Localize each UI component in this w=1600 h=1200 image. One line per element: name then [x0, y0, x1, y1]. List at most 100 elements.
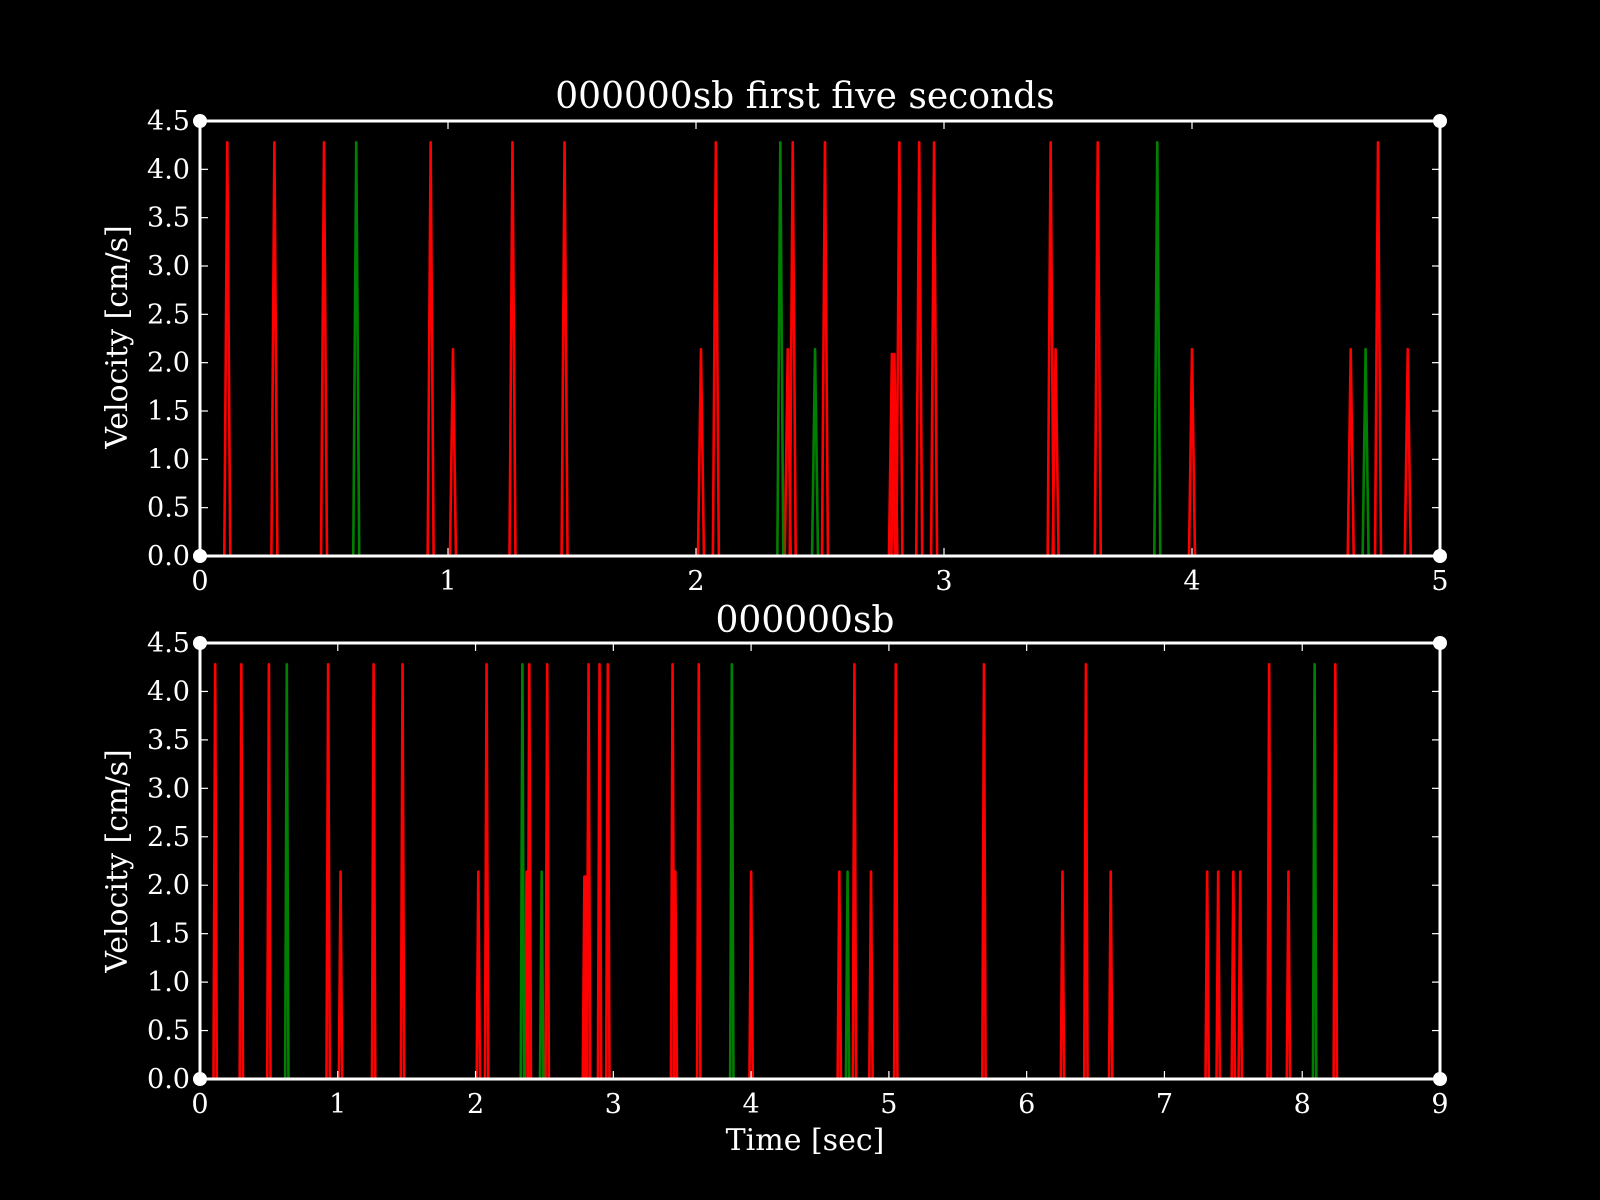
top-red-spike: [929, 140, 939, 557]
bottom-green-spike: [519, 663, 526, 1080]
top-green-spike: [810, 347, 820, 557]
top-y-tick-label: 3.0: [147, 251, 190, 282]
bottom-x-tick-label: 8: [1294, 1089, 1311, 1120]
bottom-x-axis-label: Time [sec]: [726, 1123, 885, 1158]
top-red-spike: [1051, 347, 1060, 557]
bottom-red-spike: [475, 870, 482, 1080]
bottom-red-spike: [399, 663, 406, 1080]
bottom-plot-area: 0.0 0.5 1.0 1.5 2.0 2.5 3.0 3.5 4.0 4.5 0 1 2 3 4 5 6 7 8 9: [147, 628, 1449, 1120]
top-x-tick-label: 2: [687, 566, 704, 597]
top-red-spike: [1346, 347, 1355, 557]
top-red-spike: [448, 347, 458, 557]
top-red-spike: [820, 140, 830, 557]
bottom-green-spike: [283, 663, 290, 1080]
bottom-red-spike: [1215, 870, 1222, 1080]
bottom-x-tick-label: 7: [1156, 1089, 1173, 1120]
bottom-y-tick-label: 2.5: [147, 822, 190, 853]
top-red-spike: [1373, 140, 1383, 557]
top-red-spike: [270, 140, 279, 557]
top-red-spike: [887, 352, 897, 557]
bottom-chart-title: 000000sb: [716, 600, 895, 641]
bottom-red-spike: [1230, 870, 1237, 1080]
top-y-tick-label: 0.0: [147, 541, 190, 572]
bottom-green-spike: [538, 870, 545, 1080]
bottom-red-spike: [748, 870, 755, 1080]
bottom-x-tick-label: 2: [467, 1089, 484, 1120]
top-y-axis-label: Velocity [cm/s]: [100, 225, 135, 449]
top-red-spike: [1187, 347, 1197, 557]
top-y-tick-label: 0.5: [147, 493, 190, 524]
top-y-tick-label: 4.5: [147, 106, 190, 137]
bottom-green-spike: [1311, 663, 1318, 1080]
top-red-spike: [508, 140, 517, 557]
bottom-red-spike: [1059, 870, 1066, 1080]
top-plot-area: 0.0 0.5 1.0 1.5 2.0 2.5 3.0 3.5 4.0 4.5 0 1 2 3 4 5: [147, 106, 1449, 597]
bottom-red-spike: [851, 663, 858, 1080]
bottom-red-spike: [325, 663, 332, 1080]
bottom-green-spike: [728, 663, 735, 1080]
top-red-spike: [560, 140, 569, 557]
bottom-red-spike: [1204, 870, 1211, 1080]
bottom-red-spike: [695, 663, 702, 1080]
top-axes-frame: [198, 119, 1442, 558]
top-y-tick-label: 1.5: [147, 396, 190, 427]
top-red-spike: [1403, 347, 1413, 557]
top-y-tick-label: 4.0: [147, 154, 190, 185]
bottom-y-tick-label: 2.0: [147, 870, 190, 901]
top-red-spike: [426, 140, 435, 557]
bottom-red-spike: [1285, 870, 1292, 1080]
bottom-red-spike: [212, 663, 219, 1080]
bottom-red-spike: [868, 870, 874, 1080]
bottom-red-spike: [1332, 663, 1339, 1080]
top-x-tick-label: 3: [935, 566, 952, 597]
top-red-spike: [696, 347, 706, 557]
bottom-y-tick-label: 1.5: [147, 919, 190, 950]
bottom-red-spike: [892, 663, 899, 1080]
top-green-spike: [1153, 140, 1162, 557]
bottom-red-spike: [1107, 870, 1114, 1080]
bottom-x-tick-label: 9: [1431, 1089, 1448, 1120]
top-y-tick-label: 2.0: [147, 348, 190, 379]
bottom-y-tick-label: 0.0: [147, 1064, 190, 1095]
top-panel: 000000sb first five seconds Velocity [cm…: [100, 76, 1449, 597]
bottom-red-spike: [596, 663, 603, 1080]
bottom-y-tick-label: 4.5: [147, 628, 190, 659]
bottom-red-spike: [238, 663, 245, 1080]
top-red-spike: [711, 140, 721, 557]
top-chart-title: 000000sb first five seconds: [555, 76, 1054, 117]
bottom-red-spike: [544, 663, 551, 1080]
bottom-y-tick-label: 1.0: [147, 967, 190, 998]
bottom-x-tick-label: 0: [191, 1089, 208, 1120]
bottom-y-tick-label: 0.5: [147, 1016, 190, 1047]
top-y-tick-label: 2.5: [147, 299, 190, 330]
top-x-tick-label: 4: [1183, 566, 1200, 597]
top-red-spike: [1046, 140, 1055, 557]
top-red-spike: [319, 140, 329, 557]
bottom-x-tick-label: 4: [743, 1089, 760, 1120]
top-green-spike: [351, 140, 361, 557]
top-y-tick-label: 1.0: [147, 444, 190, 475]
bottom-red-spike: [672, 870, 679, 1080]
bottom-red-spike: [265, 663, 272, 1080]
bottom-y-axis-label: Velocity [cm/s]: [100, 749, 135, 973]
top-x-tick-label: 5: [1431, 566, 1448, 597]
bottom-y-tick-label: 3.0: [147, 773, 190, 804]
bottom-red-spike: [483, 663, 490, 1080]
bottom-y-tick-label: 3.5: [147, 725, 190, 756]
bottom-green-spike: [844, 870, 851, 1080]
bottom-red-spike: [370, 663, 377, 1080]
bottom-red-spike: [836, 870, 843, 1080]
top-red-spike: [223, 140, 232, 557]
top-green-spike: [776, 140, 785, 557]
bottom-red-spike: [1237, 870, 1244, 1080]
top-green-spike: [1361, 347, 1370, 557]
bottom-axes-frame: [198, 641, 1442, 1081]
bottom-panel: 000000sb Velocity [cm/s] Time [sec] 0.00…: [100, 600, 1449, 1158]
top-red-spike: [914, 140, 924, 557]
bottom-x-tick-label: 6: [1018, 1089, 1035, 1120]
bottom-x-tick-label: 5: [880, 1089, 897, 1120]
bottom-red-spike: [1082, 663, 1089, 1080]
bottom-red-spike: [526, 663, 533, 1080]
top-y-tick-label: 3.5: [147, 203, 190, 234]
